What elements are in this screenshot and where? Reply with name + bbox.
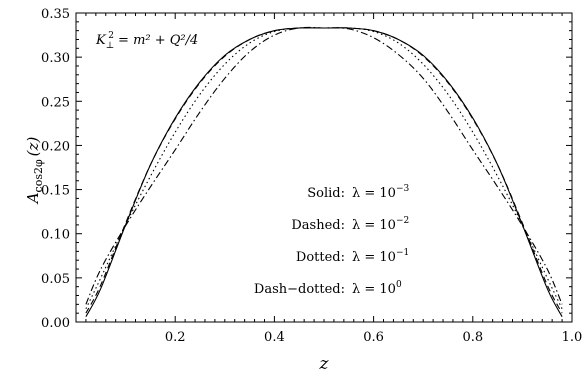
x-tick-label: 0.8 xyxy=(462,330,483,345)
x-axis-title: z xyxy=(319,354,330,374)
legend-style-label: Dashed: xyxy=(291,218,345,233)
y-tick-label: 0.15 xyxy=(41,184,70,199)
x-tick-label: 0.2 xyxy=(165,330,186,345)
plot-frame xyxy=(75,12,573,323)
y-tick-label: 0.10 xyxy=(41,228,70,243)
y-tick-label: 0.00 xyxy=(41,316,70,331)
legend-lambda-value: λ = 10−2 xyxy=(352,216,409,233)
series-line-dashed xyxy=(85,27,563,314)
legend-lambda-value: λ = 10−3 xyxy=(352,184,409,201)
legend: Solid: λ = 10−3 Dashed: λ = 10−2 Dotted: λ = … xyxy=(254,184,410,297)
y-tick-label: 0.25 xyxy=(41,95,70,110)
legend-lambda-value: λ = 10−1 xyxy=(352,248,409,265)
y-axis-title: Acos2φ(z) xyxy=(24,137,45,206)
y-tick-label: 0.35 xyxy=(41,7,70,22)
y-tick-label: 0.20 xyxy=(41,139,70,154)
series-line-solid xyxy=(85,27,563,317)
y-tick-label: 0.30 xyxy=(41,51,70,66)
series-line-dotted xyxy=(85,27,563,309)
legend-style-label: Solid: xyxy=(307,186,345,201)
x-tick-label: 1.0 xyxy=(562,330,583,345)
legend-style-label: Dotted: xyxy=(296,250,345,265)
axis-ticks: 0.2 0.4 0.6 0.8 1.0 0.00 0.05 0.10 0.15 0.20 0.25 0… xyxy=(41,7,582,345)
x-tick-label: 0.4 xyxy=(264,330,285,345)
series-layer xyxy=(85,26,563,317)
x-tick-label: 0.6 xyxy=(363,330,384,345)
legend-lambda-value: λ = 100 xyxy=(352,280,402,297)
legend-style-label: Dash−dotted: xyxy=(254,282,345,297)
annotation-text: K⊥2 = m² + Q²/4 xyxy=(95,31,198,51)
y-tick-label: 0.05 xyxy=(41,272,70,287)
series-line-dashdot xyxy=(85,26,563,305)
